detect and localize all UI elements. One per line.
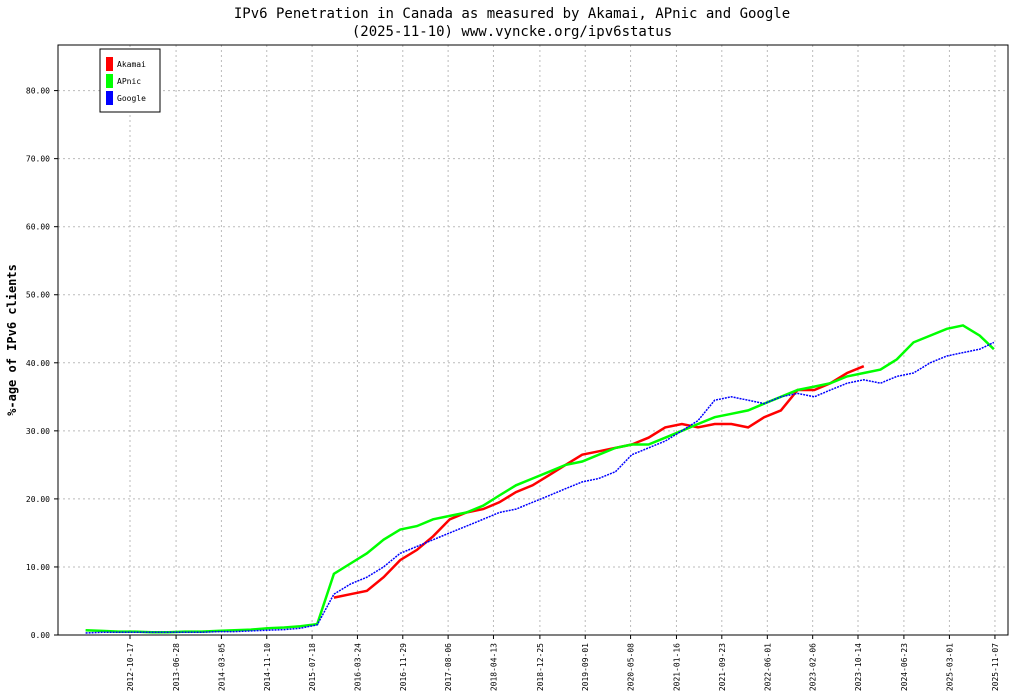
x-tick-label: 2025-03-01 — [945, 643, 954, 691]
y-axis-label: %-age of IPv6 clients — [5, 264, 19, 416]
x-tick-label: 2014-03-05 — [217, 643, 226, 691]
x-tick-label: 2017-08-06 — [444, 643, 453, 691]
legend-label: APnic — [117, 77, 141, 86]
y-tick-label: 10.00 — [26, 563, 50, 572]
x-tick-label: 2024-06-23 — [900, 643, 909, 691]
x-tick-label: 2015-07-18 — [308, 643, 317, 691]
x-tick-label: 2023-02-06 — [809, 643, 818, 691]
y-tick-label: 50.00 — [26, 291, 50, 300]
legend-swatch — [106, 91, 113, 105]
x-tick-label: 2021-09-23 — [718, 643, 727, 691]
y-tick-label: 30.00 — [26, 427, 50, 436]
x-tick-label: 2018-12-25 — [536, 643, 545, 691]
y-tick-label: 60.00 — [26, 223, 50, 232]
x-tick-label: 2016-03-24 — [353, 643, 362, 691]
x-tick-label: 2021-01-16 — [672, 643, 681, 691]
legend-label: Akamai — [117, 60, 146, 69]
y-tick-label: 20.00 — [26, 495, 50, 504]
y-tick-label: 0.00 — [31, 631, 50, 640]
x-tick-label: 2013-06-28 — [172, 643, 181, 691]
x-tick-label: 2022-06-01 — [763, 643, 772, 691]
legend-swatch — [106, 74, 113, 88]
x-tick-label: 2018-04-13 — [489, 643, 498, 691]
x-tick-label: 2012-10-17 — [126, 643, 135, 691]
x-tick-label: 2025-11-07 — [991, 643, 1000, 691]
y-tick-label: 80.00 — [26, 87, 50, 96]
legend-swatch — [106, 57, 113, 71]
x-tick-label: 2016-11-29 — [399, 643, 408, 691]
x-tick-label: 2023-10-14 — [854, 643, 863, 691]
series-line — [333, 365, 865, 599]
x-tick-label: 2014-11-10 — [263, 643, 272, 691]
legend-label: Google — [117, 94, 146, 103]
y-tick-label: 70.00 — [26, 155, 50, 164]
chart-title: IPv6 Penetration in Canada as measured b… — [234, 6, 790, 22]
plot-frame — [57, 44, 1009, 636]
chart-subtitle: (2025-11-10) www.vyncke.org/ipv6status — [352, 24, 672, 40]
y-tick-label: 40.00 — [26, 359, 50, 368]
series-line — [85, 324, 995, 634]
x-tick-label: 2020-05-08 — [627, 643, 636, 691]
series-line — [85, 341, 995, 634]
x-tick-label: 2019-09-01 — [581, 643, 590, 691]
